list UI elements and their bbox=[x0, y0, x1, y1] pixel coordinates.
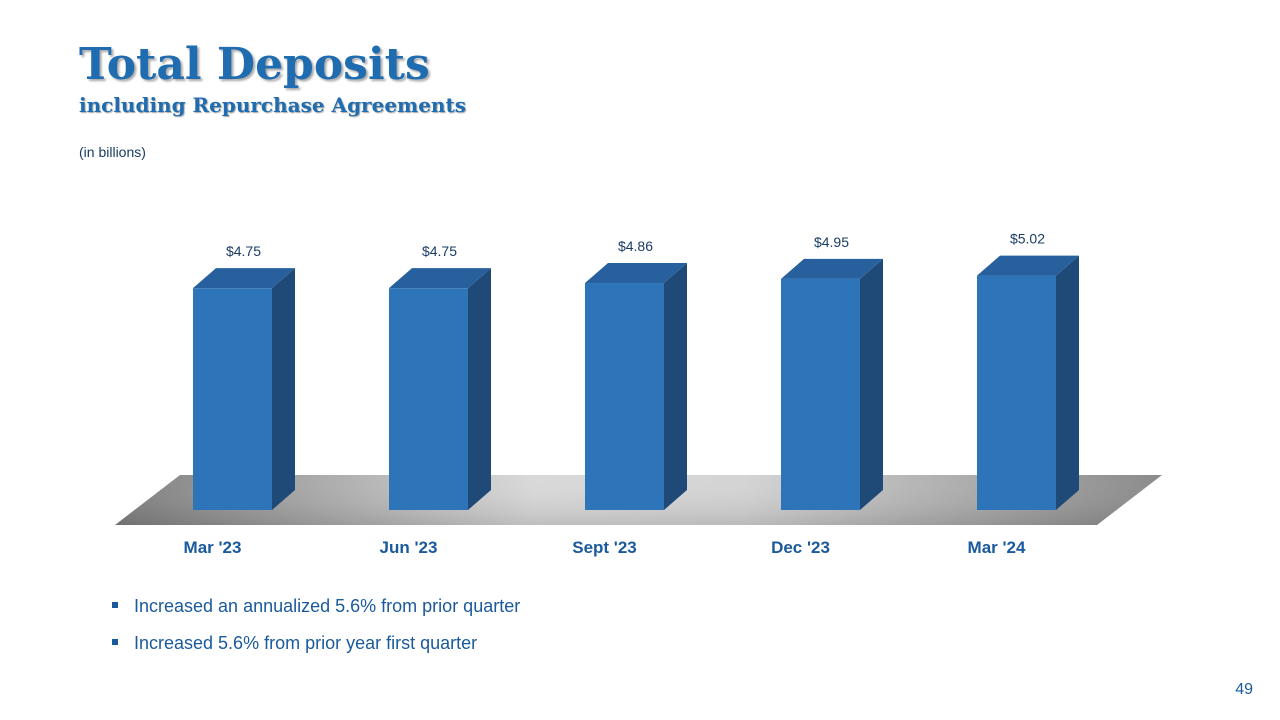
bar-top-face bbox=[977, 255, 1079, 276]
label-group: $4.75 Mar '23 $4.75 Jun '23 $4.86 Sept '23 $4.… bbox=[184, 231, 1046, 557]
bar-front-face bbox=[389, 288, 468, 510]
bar-top-face bbox=[585, 263, 687, 284]
data-label: $4.86 bbox=[618, 238, 653, 254]
data-label: $4.75 bbox=[422, 243, 457, 259]
bar-2 bbox=[389, 268, 491, 510]
bullet-marker bbox=[112, 602, 118, 608]
bullet-text: Increased an annualized 5.6% from prior … bbox=[134, 596, 521, 616]
bar-front-face bbox=[781, 278, 860, 510]
units-note: (in billions) bbox=[79, 144, 146, 160]
bar-side-face bbox=[1056, 255, 1079, 510]
slide-title: Total Deposits bbox=[79, 39, 430, 90]
data-label: $4.75 bbox=[226, 243, 261, 259]
bar-front-face bbox=[585, 283, 664, 510]
bullet-text: Increased 5.6% from prior year first qua… bbox=[134, 633, 478, 653]
slide-subtitle: including Repurchase Agreements bbox=[79, 93, 466, 117]
bar-side-face bbox=[664, 263, 687, 510]
bar-4 bbox=[781, 258, 883, 510]
bar-top-face bbox=[781, 258, 883, 279]
bullet-list: Increased an annualized 5.6% from prior … bbox=[110, 594, 520, 668]
category-label: Dec '23 bbox=[771, 538, 830, 557]
bar-5 bbox=[977, 255, 1079, 510]
data-label: $4.95 bbox=[814, 234, 849, 250]
bar-3 bbox=[585, 263, 687, 510]
category-label: Sept '23 bbox=[572, 538, 637, 557]
bullet-item: Increased an annualized 5.6% from prior … bbox=[110, 594, 520, 618]
category-label: Jun '23 bbox=[380, 538, 438, 557]
bar-top-face bbox=[389, 268, 491, 289]
bullet-item: Increased 5.6% from prior year first qua… bbox=[110, 631, 520, 655]
bar-side-face bbox=[860, 258, 883, 510]
bar-side-face bbox=[468, 268, 491, 510]
data-label: $5.02 bbox=[1010, 231, 1045, 247]
category-label: Mar '23 bbox=[184, 538, 242, 557]
bar-top-face bbox=[193, 268, 295, 289]
page-number: 49 bbox=[1235, 681, 1253, 698]
bar-front-face bbox=[977, 275, 1056, 510]
category-label: Mar '24 bbox=[968, 538, 1026, 557]
bar-front-face bbox=[193, 288, 272, 510]
bullet-marker bbox=[112, 639, 118, 645]
bar-side-face bbox=[272, 268, 295, 510]
bar-1 bbox=[193, 268, 295, 510]
bar-group bbox=[193, 255, 1079, 510]
